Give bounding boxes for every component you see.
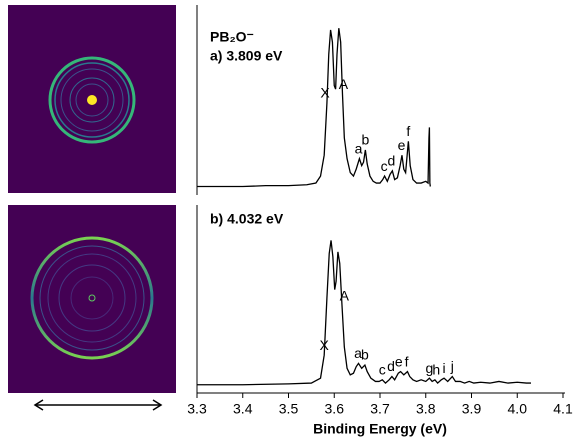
peak-label: j — [450, 358, 454, 374]
peak-label: X — [320, 85, 330, 101]
peak-label: e — [398, 137, 406, 153]
x-tick-label: 4.1 — [553, 401, 573, 417]
image-a — [8, 5, 176, 193]
x-tick-label: 3.8 — [416, 401, 436, 417]
x-tick-label: 3.7 — [370, 401, 390, 417]
scale-arrow — [33, 399, 163, 411]
peak-label: A — [339, 76, 349, 92]
x-tick-label: 3.6 — [325, 401, 345, 417]
spectrum-line — [197, 240, 531, 386]
peak-label: X — [320, 337, 330, 353]
spectrum-line — [197, 28, 431, 188]
peak-label: d — [388, 153, 396, 169]
peak-label: b — [361, 347, 369, 363]
x-tick-label: 3.5 — [279, 401, 299, 417]
peak-label: e — [395, 353, 403, 369]
peak-label: g — [426, 360, 434, 376]
peak-label: a — [354, 345, 362, 361]
molecule-label: PB₂O⁻ — [210, 29, 254, 45]
peak-label: d — [387, 358, 395, 374]
peak-label: f — [406, 123, 410, 139]
peak-label: c — [381, 158, 388, 174]
x-tick-label: 3.4 — [233, 401, 253, 417]
peak-label: a — [355, 140, 363, 156]
panel-label: a) 3.809 eV — [210, 48, 283, 64]
x-axis-title: Binding Energy (eV) — [313, 421, 447, 437]
panel-label: b) 4.032 eV — [210, 211, 284, 227]
image-b — [8, 205, 176, 393]
peak-label: b — [361, 132, 369, 148]
x-tick-label: 3.3 — [187, 401, 207, 417]
peak-label: A — [340, 288, 350, 304]
x-tick-label: 4.0 — [508, 401, 528, 417]
x-tick-label: 3.9 — [462, 401, 482, 417]
peak-label: f — [405, 353, 409, 369]
peak-label: i — [442, 360, 445, 376]
peak-label: h — [432, 362, 440, 378]
peak-label: c — [379, 362, 386, 378]
